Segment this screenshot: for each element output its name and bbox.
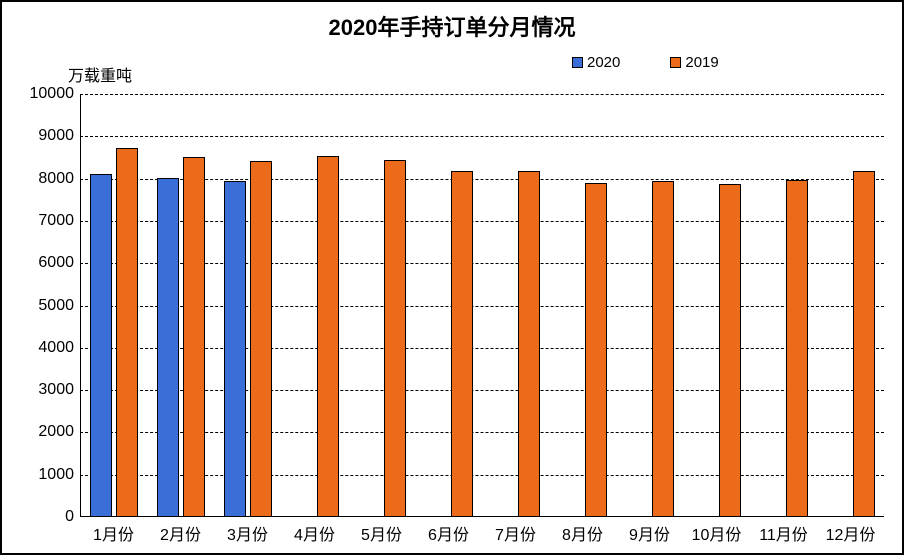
x-tick-label: 3月份 [227, 517, 268, 545]
x-tick-label: 9月份 [629, 517, 670, 545]
gridline [80, 94, 884, 95]
legend-item: 2019 [670, 54, 718, 71]
y-tick-label: 0 [65, 508, 80, 526]
y-tick-label: 7000 [38, 212, 80, 230]
legend-item: 2020 [572, 54, 620, 71]
bar [250, 161, 272, 517]
bar [451, 171, 473, 517]
bar [652, 181, 674, 517]
x-tick-label: 7月份 [495, 517, 536, 545]
y-tick-label: 4000 [38, 339, 80, 357]
bar [157, 178, 179, 517]
x-tick-label: 12月份 [826, 517, 876, 545]
y-tick-label: 8000 [38, 170, 80, 188]
plot-area: 0100020003000400050006000700080009000100… [80, 94, 884, 517]
legend-label: 2019 [685, 54, 718, 71]
legend-swatch [572, 57, 583, 68]
x-tick-label: 2月份 [160, 517, 201, 545]
x-tick-label: 8月份 [562, 517, 603, 545]
x-tick-label: 4月份 [294, 517, 335, 545]
bar [317, 156, 339, 517]
bar [585, 183, 607, 517]
bar [116, 148, 138, 517]
y-axis-label: 万载重吨 [68, 62, 132, 86]
y-tick-label: 9000 [38, 127, 80, 145]
gridline [80, 136, 884, 137]
y-axis [80, 94, 81, 517]
y-tick-label: 3000 [38, 381, 80, 399]
x-tick-label: 6月份 [428, 517, 469, 545]
x-tick-label: 11月份 [759, 517, 808, 545]
chart-title: 2020年手持订单分月情况 [2, 10, 902, 42]
bar [518, 171, 540, 517]
x-tick-label: 5月份 [361, 517, 402, 545]
bar [853, 171, 875, 517]
bar [719, 184, 741, 517]
x-tick-label: 1月份 [93, 517, 134, 545]
legend: 2020 2019 [572, 54, 719, 71]
bar [183, 157, 205, 517]
y-tick-label: 10000 [30, 85, 81, 103]
y-tick-label: 1000 [38, 466, 80, 484]
y-tick-label: 6000 [38, 254, 80, 272]
y-tick-label: 2000 [38, 423, 80, 441]
chart-container: 2020年手持订单分月情况 万载重吨 20202019 010002000300… [0, 0, 904, 555]
legend-swatch [670, 57, 681, 68]
bar [90, 174, 112, 517]
x-tick-label: 10月份 [692, 517, 742, 545]
bar [224, 181, 246, 517]
legend-label: 2020 [587, 54, 620, 71]
bar [786, 180, 808, 517]
y-tick-label: 5000 [38, 297, 80, 315]
bar [384, 160, 406, 517]
